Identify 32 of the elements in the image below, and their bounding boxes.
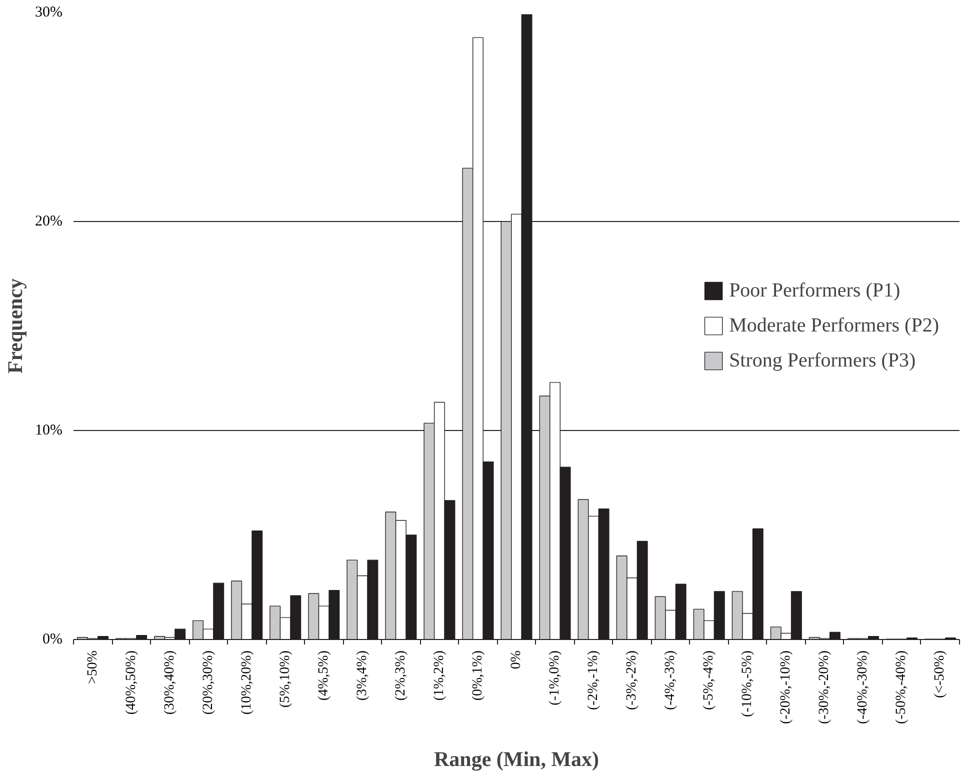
x-tick-label: (-50%,-40%)	[894, 650, 910, 724]
x-tick-label: (40%,50%)	[124, 650, 139, 715]
x-tick-label: (<-50%)	[932, 650, 948, 698]
legend-label: Strong Performers (P3)	[729, 349, 916, 372]
x-tick-label: >50%	[85, 650, 100, 684]
x-tick-label: (-20%,-10%)	[778, 650, 794, 724]
x-tick-label: (2%,3%)	[393, 650, 408, 701]
x-tick-label: (20%,30%)	[200, 650, 216, 715]
y-tick-label: 20%	[35, 214, 63, 230]
x-tick-label: (-4%,-3%)	[663, 650, 678, 710]
x-tick-label: (-3%,-2%)	[624, 650, 640, 710]
x-tick-label: (-1%,0%)	[548, 650, 563, 706]
x-tick-label: 0%	[509, 650, 524, 670]
x-tick-label: (30%,40%)	[162, 650, 178, 715]
x-axis-title: Range (Min, Max)	[434, 746, 600, 771]
x-tick-label: (10%,20%)	[239, 650, 254, 715]
x-tick-label: (-5%,-4%)	[702, 650, 717, 710]
legend-label: Moderate Performers (P2)	[729, 314, 939, 337]
y-axis-title: Frequency	[3, 278, 28, 374]
x-tick-label: (-30%,-20%)	[817, 650, 832, 724]
x-tick-label: (3%,4%)	[354, 650, 370, 701]
y-tick-label: 0%	[42, 632, 63, 648]
y-tick-label: 30%	[35, 4, 63, 20]
x-tick-label: (-40%,-30%)	[856, 650, 871, 724]
x-tick-label: (-2%,-1%)	[586, 650, 602, 710]
y-tick-label: 10%	[35, 422, 63, 438]
x-tick-label: (1%,2%)	[432, 650, 447, 701]
x-tick-label: (-10%,-5%)	[740, 650, 756, 717]
legend-label: Poor Performers (P1)	[729, 279, 900, 302]
x-tick-label: (0%,1%)	[470, 650, 486, 701]
x-tick-label: (5%,10%)	[278, 650, 293, 708]
x-tick-label: (4%,5%)	[316, 650, 332, 701]
